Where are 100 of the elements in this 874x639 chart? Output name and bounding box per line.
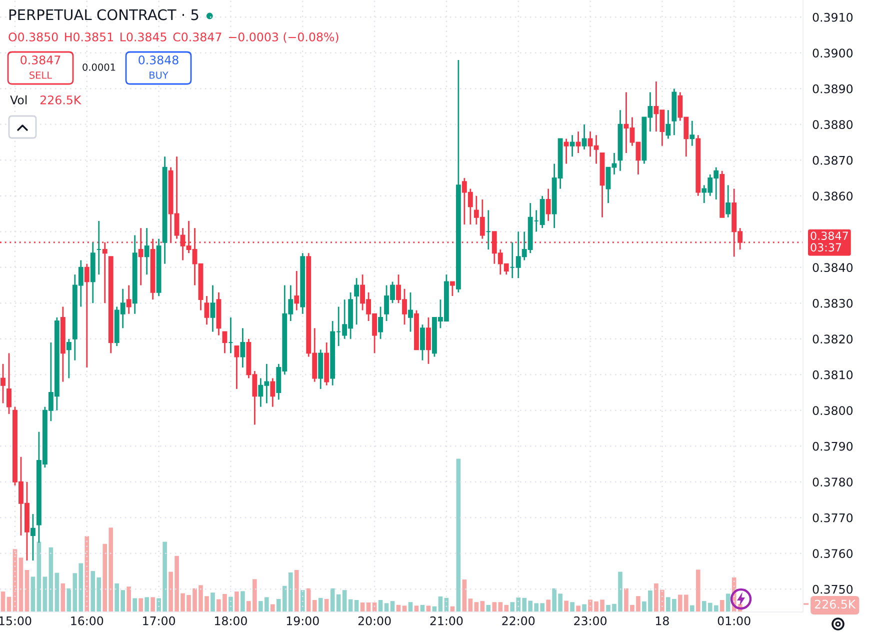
annotation: H0.3851 <box>65 32 113 42</box>
candlestick <box>666 109 671 140</box>
annotation: −0.0003 (−0.08%) <box>229 32 338 43</box>
candlestick <box>222 331 228 354</box>
y2-tick-label: 226.5K <box>814 600 856 609</box>
bar <box>60 583 66 612</box>
bar <box>30 576 36 612</box>
y-tick-label: 0.3770 <box>812 513 853 522</box>
bar <box>726 594 730 612</box>
y-tick-label: 0.3820 <box>812 334 853 344</box>
bar <box>318 598 323 612</box>
candlestick <box>270 378 276 408</box>
bar <box>42 576 48 612</box>
bar <box>84 536 90 612</box>
bar <box>270 604 275 612</box>
bar <box>696 570 700 612</box>
bar <box>324 598 329 612</box>
y-tick-label: 0.3860 <box>812 192 853 201</box>
bar <box>150 597 155 612</box>
bar <box>690 605 694 612</box>
y-tick-label: 0.3780 <box>812 478 853 487</box>
bar <box>132 598 137 612</box>
annotation: BUY <box>150 72 168 79</box>
bar <box>456 458 461 612</box>
candlestick <box>30 513 36 562</box>
bar <box>228 596 233 612</box>
candlestick <box>240 327 246 368</box>
x-tick-label: 19:00 <box>286 616 319 626</box>
y-tick-label: 0.3840 <box>812 263 853 272</box>
candlestick <box>0 363 6 404</box>
annotation: 0.0001 <box>82 63 116 71</box>
bar <box>126 586 131 612</box>
y-tick-label: 0.3910 <box>812 12 853 22</box>
candlestick <box>66 338 72 379</box>
annotation: L0.3845 <box>120 32 166 42</box>
candlestick <box>204 295 210 326</box>
candlestick <box>576 130 581 154</box>
y-tick-label: 0.3890 <box>812 84 853 94</box>
y-tick-label: 0.3750 <box>812 584 853 594</box>
y-tick-label: 0.3880 <box>812 120 853 130</box>
ref-line-label: 0.3847 03:37 <box>810 232 848 252</box>
y-tick-label: 0.3900 <box>812 48 853 58</box>
annotation: 0.3847 <box>20 55 60 64</box>
candlestick <box>582 124 587 150</box>
candlestick <box>84 263 90 368</box>
annotation: C0.3847 <box>173 32 222 42</box>
y-tick-label: 0.3870 <box>812 156 853 165</box>
candlestick <box>420 324 425 362</box>
bar <box>48 547 54 612</box>
bar <box>564 600 568 612</box>
bar <box>0 592 6 612</box>
bar <box>582 604 586 612</box>
x-tick-label: 16:00 <box>71 616 104 626</box>
y-tick-label: 0.3790 <box>812 442 853 451</box>
candlestick <box>426 316 431 365</box>
x-tick-label: 20:00 <box>358 616 391 626</box>
bar <box>546 600 550 612</box>
x-tick-label: 18:00 <box>215 616 247 626</box>
candlestick <box>378 306 383 340</box>
bar <box>234 592 239 612</box>
y-tick-label: 0.3800 <box>812 406 853 416</box>
candlestick <box>690 120 695 147</box>
x-tick-label: 01:00 <box>718 616 750 626</box>
candlestick <box>294 270 300 311</box>
x-tick-label: 21:00 <box>430 616 463 626</box>
bar <box>18 558 24 612</box>
bar <box>720 600 724 612</box>
x-tick-label: 23:00 <box>574 616 606 626</box>
bar <box>438 596 443 612</box>
bar <box>576 606 580 612</box>
candlestick <box>354 277 360 326</box>
bar <box>240 591 245 612</box>
x-tick-label: 22:00 <box>502 616 535 626</box>
y-tick-label: 0.3830 <box>812 298 853 308</box>
candlestick <box>570 134 575 158</box>
candlestick <box>564 138 569 164</box>
annotation: 0.3848 <box>138 55 178 64</box>
annotation: Vol <box>10 95 27 104</box>
candlestick <box>546 188 551 222</box>
y-tick-label: 0.3810 <box>812 370 853 380</box>
bar <box>210 592 215 612</box>
candlestick <box>450 280 455 297</box>
candlestick <box>6 352 12 415</box>
bar <box>54 572 60 612</box>
text: PERPETUAL CONTRACT · 5 <box>9 9 198 20</box>
bar <box>138 598 143 612</box>
bar <box>144 597 149 612</box>
bar <box>342 590 347 612</box>
bar <box>24 570 30 612</box>
candlestick <box>408 292 413 332</box>
candlestick <box>726 184 731 218</box>
x-tick-label: 18 <box>656 616 669 626</box>
bar <box>300 590 305 612</box>
candlestick <box>144 227 150 276</box>
x-tick-label: 17:00 <box>143 616 176 626</box>
bar <box>36 542 42 612</box>
annotation: O0.3850 <box>8 32 58 42</box>
bar <box>462 580 467 612</box>
bar <box>570 602 574 612</box>
bar <box>486 604 491 612</box>
